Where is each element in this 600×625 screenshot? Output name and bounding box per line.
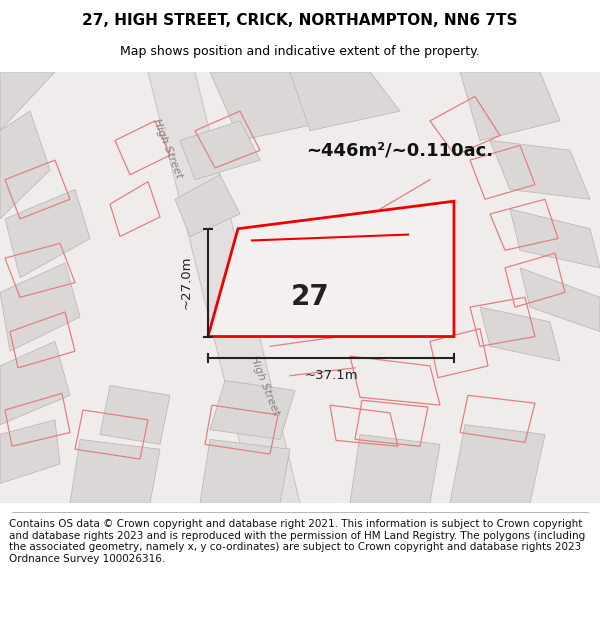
Polygon shape: [148, 72, 300, 503]
Text: High Street: High Street: [248, 354, 281, 417]
Polygon shape: [0, 111, 50, 219]
Polygon shape: [210, 72, 330, 141]
Polygon shape: [200, 439, 290, 503]
Polygon shape: [0, 341, 70, 425]
Polygon shape: [0, 72, 55, 131]
Polygon shape: [175, 175, 240, 236]
Polygon shape: [0, 420, 60, 484]
Text: Contains OS data © Crown copyright and database right 2021. This information is : Contains OS data © Crown copyright and d…: [9, 519, 585, 564]
Polygon shape: [0, 263, 80, 351]
Text: Map shows position and indicative extent of the property.: Map shows position and indicative extent…: [120, 45, 480, 58]
Polygon shape: [210, 381, 295, 439]
Polygon shape: [100, 386, 170, 444]
Polygon shape: [70, 439, 160, 503]
Text: 27: 27: [290, 283, 329, 311]
Polygon shape: [5, 189, 90, 278]
Polygon shape: [180, 121, 260, 180]
Polygon shape: [460, 72, 560, 141]
Polygon shape: [350, 434, 440, 503]
Polygon shape: [480, 307, 560, 361]
Text: High Street: High Street: [151, 117, 185, 179]
Polygon shape: [520, 268, 600, 332]
Polygon shape: [290, 72, 400, 131]
Text: 27, HIGH STREET, CRICK, NORTHAMPTON, NN6 7TS: 27, HIGH STREET, CRICK, NORTHAMPTON, NN6…: [82, 12, 518, 28]
Text: ~446m²/~0.110ac.: ~446m²/~0.110ac.: [307, 141, 494, 159]
Text: ~27.0m: ~27.0m: [179, 256, 193, 309]
Polygon shape: [450, 425, 545, 503]
Text: ~37.1m: ~37.1m: [304, 369, 358, 382]
Polygon shape: [490, 141, 590, 199]
Polygon shape: [208, 201, 454, 336]
Polygon shape: [510, 209, 600, 268]
